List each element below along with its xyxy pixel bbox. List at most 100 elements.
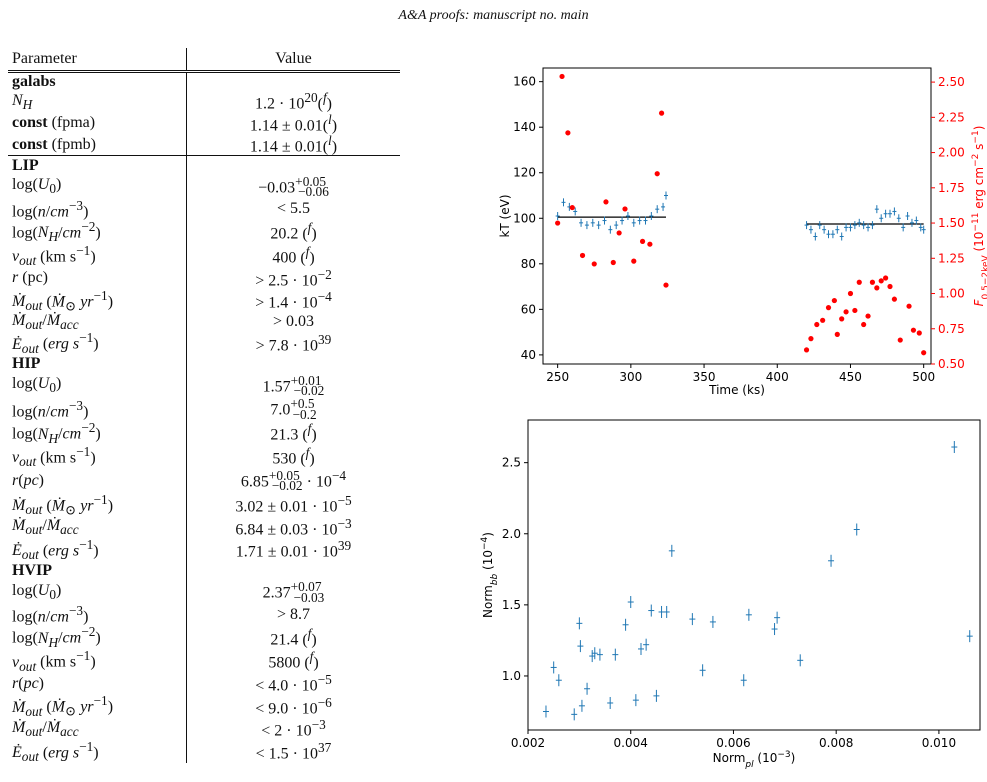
flux-point xyxy=(847,290,854,297)
parameter-cell: Ėout (erg s−1) xyxy=(8,739,187,764)
value-cell: > 8.7 xyxy=(276,605,311,623)
table-row: log(NH/cm−2) 21.4 (f) xyxy=(8,625,400,650)
parameter-cell: NH xyxy=(8,91,187,113)
flux-point xyxy=(869,279,876,285)
parameter-cell: HVIP xyxy=(8,561,187,581)
parameter-cell: log(n/cm−3) xyxy=(8,198,187,220)
table-row: r(pc) < 4.0 · 10−5 xyxy=(8,673,400,695)
parameter-cell: log(U0) xyxy=(8,174,187,199)
table-row: vout (km s−1) 5800 (f) xyxy=(8,649,400,674)
parameter-cell: vout (km s−1) xyxy=(8,244,187,268)
parameter-cell: Ṁout (Ṁ⊙ yr−1) xyxy=(8,289,187,313)
y2-tick-label: 2.50 xyxy=(938,75,965,89)
x-axis-label: Time (ks) xyxy=(708,383,765,397)
table-row: const (fpmb) 1.14 ± 0.01(l) xyxy=(8,134,400,156)
flux-point xyxy=(834,331,840,337)
value-cell: 3.02 ± 0.01 · 10−5 xyxy=(235,493,352,516)
flux-point xyxy=(555,220,561,226)
table-row: vout (km s−1) 400 (f) xyxy=(8,244,400,268)
table-section-row: HIP xyxy=(8,355,401,374)
flux-point xyxy=(579,252,586,259)
table-row: Ėout (erg s−1) < 1.5 · 1037 xyxy=(8,739,400,764)
flux-point xyxy=(565,130,571,136)
y-tick-label: 1.5 xyxy=(502,598,521,612)
parameter-cell: const (fpma) xyxy=(8,112,187,135)
value-cell: < 9.0 · 10−6 xyxy=(255,694,332,717)
flux-point xyxy=(622,206,628,212)
flux-point xyxy=(916,330,922,336)
value-cell: 20.2 (f) xyxy=(270,220,317,243)
flux-point xyxy=(878,278,884,284)
flux-point xyxy=(603,199,609,205)
table-row: const (fpma) 1.14 ± 0.01(l) xyxy=(8,111,400,135)
parameter-table: Parameter Value galabs NH 1.2 · 1020(f) con… xyxy=(8,48,401,764)
flux-point xyxy=(843,309,849,315)
parameter-table-body: Parameter Value galabs NH 1.2 · 1020(f) con… xyxy=(8,48,401,764)
value-cell: > 7.8 · 1039 xyxy=(255,331,332,354)
x-tick-label: 450 xyxy=(839,370,862,384)
value-cell: 1.14 ± 0.01(l) xyxy=(249,111,338,135)
parameter-cell: log(n/cm−3) xyxy=(8,604,187,626)
x-tick-label: 250 xyxy=(546,370,569,384)
flux-point xyxy=(825,305,832,311)
parameter-cell: HIP xyxy=(8,355,187,374)
flux-point xyxy=(647,241,653,247)
value-cell: > 2.5 · 10−2 xyxy=(255,266,332,289)
parameter-cell: const (fpmb) xyxy=(8,134,187,156)
table-row: Ṁout (Ṁ⊙ yr−1) 3.02 ± 0.01 · 10−5 xyxy=(8,493,400,517)
table-row: Ṁout/Ṁacc > 0.03 xyxy=(8,312,400,332)
y-tick-label: 60 xyxy=(521,302,536,316)
flux-point xyxy=(906,303,912,309)
value-cell: 21.4 (f) xyxy=(270,625,317,648)
y2-tick-label: 1.75 xyxy=(938,181,965,195)
flux-point xyxy=(865,313,871,319)
y-tick-label: 80 xyxy=(521,257,536,271)
table-row: log(NH/cm−2) 21.3 (f) xyxy=(8,421,400,446)
parameter-cell: vout (km s−1) xyxy=(8,649,187,674)
x-tick-label: 0.010 xyxy=(922,736,956,750)
table-row: log(n/cm−3) < 5.5 xyxy=(8,198,400,220)
flux-point xyxy=(874,285,880,291)
table-row: log(U0) −0.03+0.05−0.06 xyxy=(8,175,400,199)
parameter-cell: log(NH/cm−2) xyxy=(8,421,187,446)
y-tick-label: 40 xyxy=(521,348,536,362)
parameter-cell: vout (km s−1) xyxy=(8,445,187,469)
flux-point xyxy=(814,321,820,328)
y2-axis-label: F0.5−2keV (10−11 erg cm−2 s−1) xyxy=(971,126,987,307)
value-cell xyxy=(187,355,401,373)
table-row: r (pc) > 2.5 · 10−2 xyxy=(8,266,400,289)
flux-point xyxy=(852,307,858,314)
plot-frame xyxy=(527,419,981,731)
value-cell xyxy=(187,72,401,92)
y-tick-label: 160 xyxy=(513,75,536,89)
parameter-cell: LIP xyxy=(8,155,187,175)
y-tick-label: 2.0 xyxy=(502,527,521,541)
parameter-cell: Ṁout (Ṁ⊙ yr−1) xyxy=(8,493,187,517)
value-cell: 1.57+0.01−0.02 xyxy=(262,372,325,399)
table-section-row: galabs xyxy=(8,71,401,92)
flux-point xyxy=(856,279,862,285)
table-header-row: Parameter Value xyxy=(8,48,400,73)
table-section-row: LIP xyxy=(8,155,400,175)
plot-frame xyxy=(542,67,932,365)
parameter-cell: r (pc) xyxy=(8,267,187,289)
y2-tick-label: 0.75 xyxy=(938,322,965,336)
value-cell: 21.3 (f) xyxy=(270,421,317,444)
table-row: log(n/cm−3) > 8.7 xyxy=(8,604,400,626)
parameter-cell: Ṁout/Ṁacc xyxy=(8,718,187,740)
value-cell: < 5.5 xyxy=(276,200,311,218)
value-cell: 1.71 ± 0.01 · 1039 xyxy=(235,538,352,561)
y-axis-label: Normbb (10−4) xyxy=(480,532,500,618)
flux-point xyxy=(891,296,897,302)
temperature-flux-time-chart: 250 300 350 400 450 500 40 60 80 100 120 140 160 0.50… xyxy=(498,67,987,397)
parameter-cell: Ėout (erg s−1) xyxy=(8,538,187,562)
flux-point xyxy=(897,337,903,343)
table-row: Ṁout (Ṁ⊙ yr−1) < 9.0 · 10−6 xyxy=(8,694,400,719)
table-row: r(pc) 6.85+0.05−0.02 · 10−4 xyxy=(8,469,400,493)
parameter-cell: Ṁout/Ṁacc xyxy=(8,312,187,332)
flux-point xyxy=(803,347,810,353)
parameter-cell: log(NH/cm−2) xyxy=(8,625,187,650)
column-header-parameter: Parameter xyxy=(8,48,187,73)
x-axis-label: Normpl (10−3) xyxy=(713,750,796,770)
table-section-row: HVIP xyxy=(8,561,400,581)
